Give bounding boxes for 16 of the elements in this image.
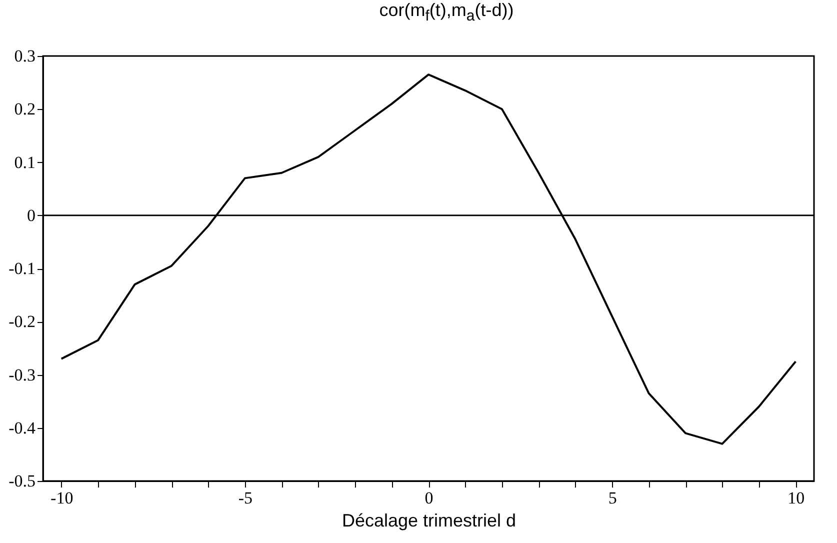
y-tick-label: -0.5 [8, 472, 36, 490]
y-tick-label: 0 [27, 206, 36, 225]
x-tick-label: 10 [788, 488, 805, 508]
y-tick-label: 0.3 [14, 46, 36, 66]
y-tick-label: -0.1 [8, 259, 36, 278]
x-axis-title: Décalage trimestriel d [342, 510, 516, 530]
x-tick-label: -10 [50, 488, 74, 508]
x-tick-label: 5 [608, 488, 617, 508]
y-tick-label: 0.1 [14, 152, 36, 172]
x-tick-label: -5 [238, 488, 253, 508]
y-tick-label: -0.4 [8, 418, 36, 438]
y-tick-label: 0.2 [14, 100, 36, 119]
chart-title: cor(m$_{f}$(t),m$_{a}$(t-d)) [378, 0, 515, 25]
y-tick-label: -0.2 [8, 312, 36, 332]
x-tick-label: 0 [424, 488, 434, 508]
y-tick-label: -0.3 [8, 365, 36, 384]
